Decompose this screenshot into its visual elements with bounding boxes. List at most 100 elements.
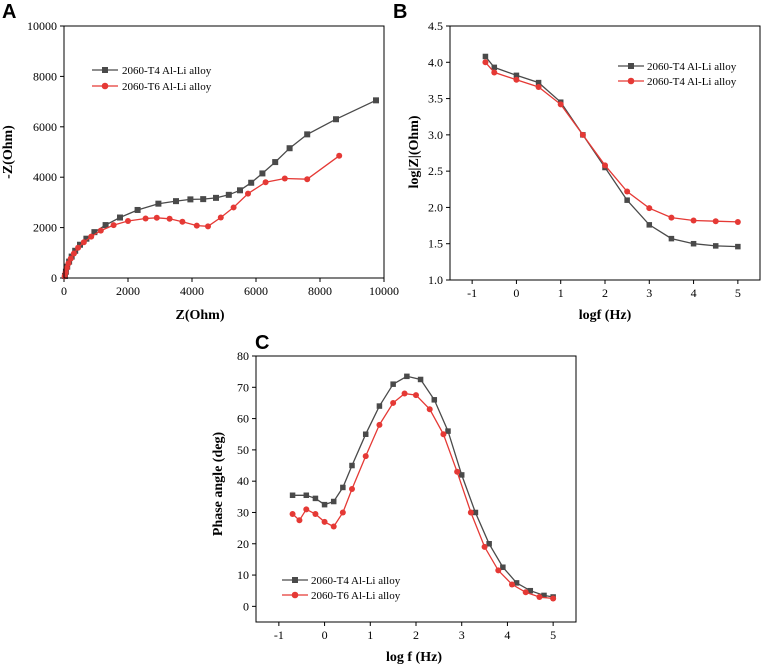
panel-c-legend-t4: 2060-T4 Al-Li alloy: [311, 575, 401, 587]
panel-c-series-0-point-0: [289, 492, 296, 499]
panel-c-series-1-point-15: [454, 468, 461, 475]
panel-b-legend: 2060-T4 Al-Li alloy 2060-T4 Al-Li alloy: [618, 61, 737, 88]
panel-a-series-0-point-18: [237, 187, 243, 194]
panel-b-xtick-label-5: 4: [691, 286, 697, 300]
panel-c-series-0-line: [292, 375, 554, 598]
panel-c-ytick-label-0: 0: [243, 599, 249, 613]
panel-a-ytick-label-3: 6000: [33, 120, 57, 134]
panel-c-series-1-point-17: [481, 543, 488, 550]
panel-b-label: B: [393, 1, 407, 23]
panel-a-series-1-point-10: [110, 222, 117, 229]
panel-b-xtick-label-3: 2: [602, 286, 608, 300]
panel-a-series-1-point-11: [125, 218, 131, 225]
panel-a-ylabel: -Z(Ohm): [1, 125, 16, 179]
panel-a-xtick-label-0: 0: [61, 284, 67, 298]
panel-b-series-0-point-12: [735, 243, 741, 250]
panel-b-series-0-point-0: [482, 53, 489, 60]
panel-c-series-1-point-5: [330, 523, 337, 530]
panel-b-series-1-point-0: [482, 59, 489, 66]
panel-a-series-0-point-12: [155, 200, 162, 207]
panel-c-legend: 2060-T4 Al-Li alloy 2060-T6 Al-Li alloy: [282, 575, 401, 602]
panel-a-series-0-point-9: [102, 222, 109, 229]
panel-b-legend-1: 2060-T4 Al-Li alloy: [647, 61, 737, 73]
panel-a-ytick-label-4: 8000: [33, 69, 57, 83]
panel-c-series-1-point-1: [296, 517, 303, 524]
panel-c: C log f (Hz) Phase angle (deg) -1 0 1 2 3 4 50…: [211, 332, 577, 665]
panel-a-series-0-point-10: [117, 214, 123, 221]
panel-a-ytick-label-0: 0: [51, 271, 57, 285]
panel-c-ylabel: Phase angle (deg): [211, 432, 226, 537]
panel-c-series-1-point-11: [401, 390, 408, 397]
panel-b-series-1-point-12: [734, 218, 741, 225]
panel-c-series-0-point-13: [445, 428, 451, 434]
panel-b-series-0-point-3: [535, 79, 542, 86]
panel-b-series-1-point-11: [712, 218, 719, 225]
panel-c-legend-t6: 2060-T6 Al-Li alloy: [311, 590, 401, 602]
panel-c-legend-marker-t6: [291, 591, 299, 599]
panel-c-series-1-point-7: [349, 486, 355, 492]
panel-a-label: A: [2, 1, 16, 23]
panel-b-ytick-label-0: 1.0: [428, 273, 443, 287]
panel-c-series-1-point-10: [390, 399, 397, 406]
panel-c-series-0-point-5: [340, 484, 346, 491]
panel-c-xlabel: log f (Hz): [386, 650, 442, 665]
panel-a-series-1-point-16: [193, 222, 200, 229]
panel-a-series-1-point-19: [230, 204, 237, 211]
panel-b-series-1-point-10: [690, 217, 697, 224]
panel-b-ytick-label-6: 4.0: [428, 55, 443, 69]
panel-a-series-0-point-25: [373, 97, 379, 104]
panel-a: A Z(Ohm) -Z(Ohm) 0 2000 4000 6000 8000 100000…: [1, 1, 399, 323]
panel-c-series-0-point-6: [349, 462, 355, 469]
panel-b-series-0-point-11: [712, 243, 719, 249]
panel-b-series-0-point-1: [491, 64, 498, 71]
panel-a-ytick-label-1: 2000: [33, 221, 57, 235]
panel-b-ytick-label-2: 2.0: [428, 200, 443, 214]
panel-b-series-1-point-6: [602, 162, 608, 169]
panel-a-series-0-point-17: [225, 191, 232, 198]
panel-c-series-0-point-8: [376, 403, 383, 409]
panel-c-series-1-point-19: [509, 581, 515, 588]
panel-a-series-1-point-4: [67, 255, 74, 262]
panel-a-series-1-point-15: [179, 218, 186, 225]
panel-c-series-1-point-12: [413, 392, 419, 399]
panel-c-series-1-point-2: [303, 506, 310, 513]
panel-c-label: C: [255, 332, 269, 354]
panel-c-ytick-label-6: 60: [237, 412, 249, 426]
panel-c-series-1-point-6: [339, 509, 346, 516]
panel-c-series-1-point-0: [289, 511, 296, 518]
panel-c-series-1-point-14: [440, 431, 447, 438]
panel-b-legend-marker-1: [628, 63, 634, 69]
panel-a-series-1-point-2: [63, 264, 70, 271]
panel-c-ytick-label-3: 30: [237, 505, 249, 519]
panel-c-series-0-point-12: [431, 397, 438, 403]
panel-c-series-1-line: [292, 392, 554, 600]
panel-b-xtick-label-1: 0: [513, 286, 519, 300]
panel-c-xtick-label-3: 2: [413, 628, 419, 642]
panel-b-series-0-point-10: [690, 240, 697, 247]
panel-b-series-1-point-5: [579, 131, 586, 138]
panel-c-legend-marker-t4: [292, 577, 298, 583]
panel-c-series-0-point-20: [541, 592, 547, 599]
panel-a-xtick-label-3: 6000: [244, 284, 268, 298]
panel-c-xtick-label-2: 1: [367, 628, 373, 642]
panel-a-series-1-point-14: [166, 215, 173, 222]
panel-b-series-1-point-1: [491, 69, 498, 76]
panel-c-series-0-point-2: [312, 495, 319, 502]
panel-c-series-1-point-20: [522, 589, 529, 596]
panel-a-series-0-point-16: [213, 194, 219, 201]
panel-c-series-1-point-3: [312, 511, 319, 518]
panel-b-series-1-point-4: [557, 101, 564, 108]
panel-a-series-1-point-3: [65, 260, 72, 267]
panel-a-series-0-point-7: [83, 235, 90, 242]
panel-b-ytick-label-5: 3.5: [428, 92, 443, 106]
panel-b-xtick-label-0: -1: [467, 286, 477, 300]
panel-c-series-0-point-18: [513, 580, 520, 586]
panel-b-xtick-label-6: 5: [735, 286, 741, 300]
panel-a-frame: [63, 25, 385, 279]
panel-a-legend-t6: 2060-T6 Al-Li alloy: [122, 81, 212, 93]
panel-a-legend-t4: 2060-T4 Al-Li alloy: [122, 65, 212, 77]
panel-b-series-1-point-2: [513, 76, 520, 83]
panel-b-series-1-point-8: [646, 205, 653, 212]
panel-c-xtick-label-1: 0: [322, 628, 328, 642]
